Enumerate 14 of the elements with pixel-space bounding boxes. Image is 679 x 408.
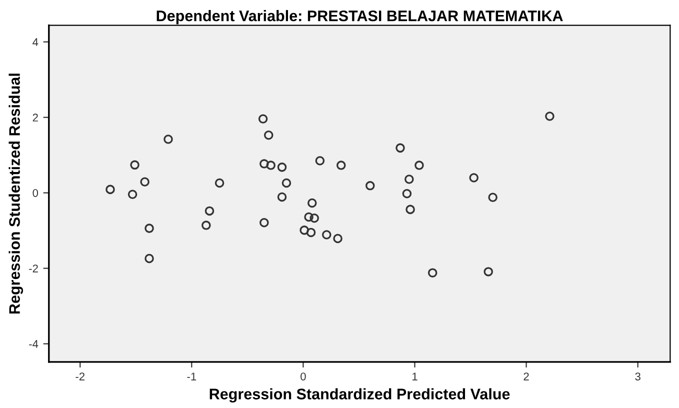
y-tick-label: 0 (32, 189, 38, 197)
x-axis-title: Regression Standardized Predicted Value (210, 388, 510, 403)
y-tick-label: 2 (32, 114, 38, 122)
y-tick-label: -2 (29, 264, 38, 272)
x-tick-label: -1 (187, 372, 196, 380)
chart-title: Dependent Variable: PRESTASI BELAJAR MATEMATIKA (156, 10, 563, 24)
x-tick-label: 0 (300, 372, 306, 380)
x-tick-label: 3 (635, 372, 640, 380)
y-axis-title: Regression Studentized Residual (8, 74, 24, 314)
y-tick-label: 4 (32, 38, 38, 46)
y-tick-label: -4 (29, 340, 38, 348)
x-tick-label: 2 (524, 372, 529, 380)
x-tick-label: -2 (76, 372, 84, 380)
x-tick-label: 1 (412, 372, 418, 380)
